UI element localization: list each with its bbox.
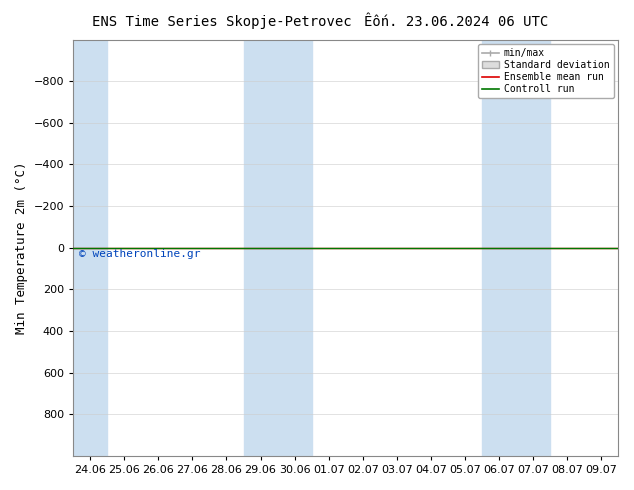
- Y-axis label: Min Temperature 2m (°C): Min Temperature 2m (°C): [15, 162, 28, 334]
- Text: Êôń. 23.06.2024 06 UTC: Êôń. 23.06.2024 06 UTC: [365, 15, 548, 29]
- Legend: min/max, Standard deviation, Ensemble mean run, Controll run: min/max, Standard deviation, Ensemble me…: [477, 45, 614, 98]
- Text: ENS Time Series Skopje-Petrovec: ENS Time Series Skopje-Petrovec: [92, 15, 352, 29]
- Bar: [243, 40, 312, 456]
- Bar: [482, 40, 550, 456]
- Text: © weatheronline.gr: © weatheronline.gr: [79, 249, 200, 259]
- Bar: [73, 40, 107, 456]
